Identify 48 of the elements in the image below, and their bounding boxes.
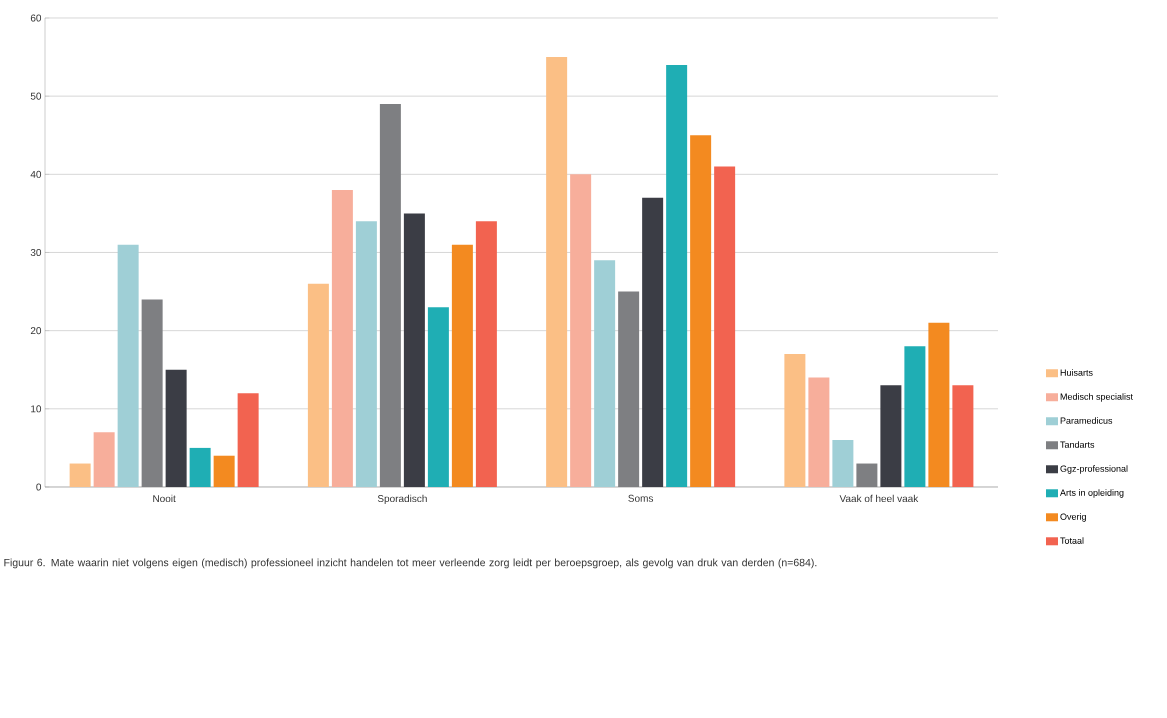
legend-label: Medisch specialist [1060,393,1133,402]
y-tick-label: 40 [30,170,42,178]
bar [451,244,473,487]
legend-label: Overig [1060,513,1086,522]
bar [307,283,329,487]
legend-label: Paramedicus [1060,417,1113,424]
bar [546,57,568,487]
legend-label: Tandarts [1060,441,1095,448]
bar [952,385,974,487]
y-tick-label: 0 [36,483,42,491]
y-tick-label: 60 [30,14,42,22]
bar [69,463,91,487]
bar [117,244,139,487]
bar [904,346,926,487]
bar [714,166,736,487]
bar [93,432,115,487]
legend-label: Huisarts [1060,369,1093,376]
y-tick-label: 30 [30,248,42,257]
legend-label: Totaal [1060,537,1084,544]
bar [832,440,854,487]
y-tick-label: 50 [30,92,42,100]
bar [808,377,830,487]
bar [784,354,806,487]
bar [165,369,187,487]
bar [237,393,259,487]
bar [427,307,449,487]
bar [570,174,592,487]
bar [880,385,902,487]
x-tick-label: Soms [628,494,654,502]
bar [475,221,497,487]
legend-label: Ggz-professional [1060,465,1128,474]
y-tick-label: 10 [31,405,42,413]
x-tick-label: Nooit [153,494,176,503]
x-tick-label: Vaak of heel vaak [839,494,919,503]
bar [331,189,353,487]
bar [690,135,712,487]
x-tick-label: Sporadisch [377,494,427,505]
bar [403,213,425,487]
bar [189,447,211,487]
legend-label: Arts in opleiding [1060,489,1124,498]
bar [355,221,377,487]
text: Figuur 6. Mate waarin niet volgens eigen (medisch) professioneel inzicht handelen tot meer verleende zorg leidt per beroepsgroep, als gevolg van druk van derden (n=684). [4,558,817,569]
bar [642,197,664,487]
bar [594,260,616,487]
bar [213,455,235,487]
y-tick-label: 20 [30,327,42,335]
bar [666,64,688,487]
bar [928,322,950,487]
